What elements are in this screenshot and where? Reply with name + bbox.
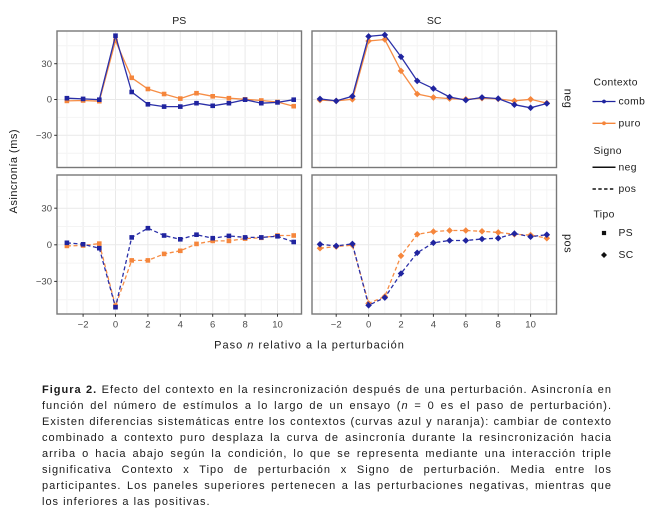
svg-text:pos: pos — [562, 234, 574, 253]
svg-text:0: 0 — [366, 320, 371, 331]
svg-text:−30: −30 — [36, 131, 52, 142]
svg-text:0: 0 — [47, 240, 52, 251]
svg-text:2: 2 — [145, 320, 150, 331]
svg-text:2: 2 — [398, 320, 403, 331]
svg-text:PS: PS — [172, 15, 186, 27]
svg-text:−2: −2 — [78, 320, 89, 331]
svg-text:6: 6 — [210, 320, 215, 331]
svg-text:SC: SC — [427, 15, 442, 27]
svg-text:−30: −30 — [36, 277, 52, 288]
svg-text:Contexto: Contexto — [594, 78, 638, 89]
svg-text:30: 30 — [41, 59, 52, 70]
svg-text:Paso n relativo a la perturbac: Paso n relativo a la perturbación — [214, 340, 405, 352]
svg-text:Asincronía (ms): Asincronía (ms) — [8, 129, 20, 214]
svg-text:10: 10 — [272, 320, 283, 331]
svg-text:−2: −2 — [331, 320, 342, 331]
svg-text:4: 4 — [178, 320, 183, 331]
svg-text:puro: puro — [619, 119, 641, 130]
svg-text:10: 10 — [525, 320, 536, 331]
svg-text:30: 30 — [41, 203, 52, 214]
svg-text:Tipo: Tipo — [594, 210, 615, 221]
svg-text:0: 0 — [113, 320, 118, 331]
svg-text:PS: PS — [619, 228, 634, 239]
svg-text:6: 6 — [463, 320, 468, 331]
svg-text:SC: SC — [619, 250, 634, 261]
svg-text:pos: pos — [619, 184, 637, 195]
svg-text:neg: neg — [562, 89, 574, 109]
svg-text:neg: neg — [619, 163, 637, 174]
svg-text:4: 4 — [431, 320, 436, 331]
svg-text:Signo: Signo — [594, 146, 622, 157]
svg-text:8: 8 — [496, 320, 501, 331]
svg-text:8: 8 — [242, 320, 247, 331]
svg-text:comb: comb — [619, 97, 646, 108]
svg-text:0: 0 — [47, 95, 52, 106]
